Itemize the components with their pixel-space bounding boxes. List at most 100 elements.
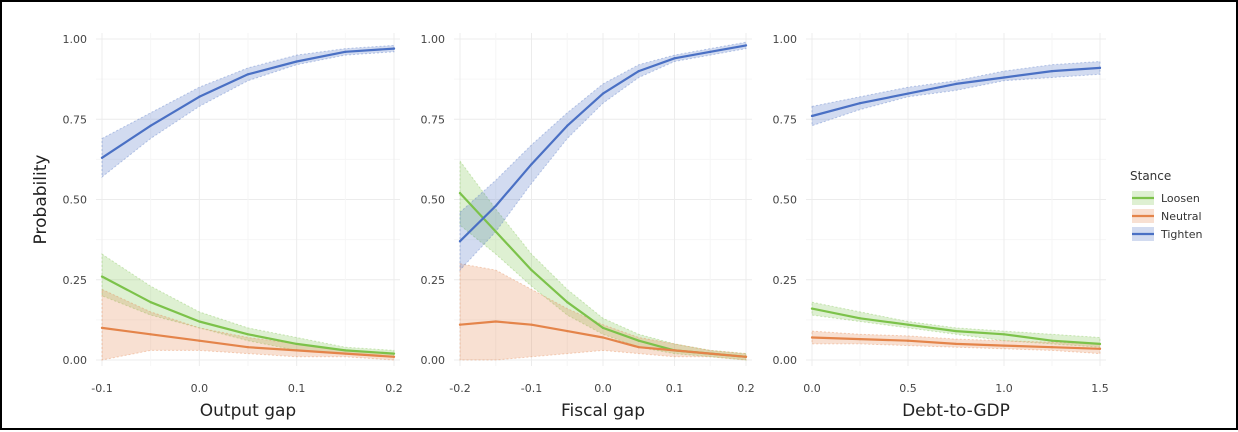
y-tick-label: 0.75 xyxy=(63,113,88,126)
band-neutral xyxy=(459,263,747,361)
data-point-loosen xyxy=(149,301,152,304)
data-point-loosen xyxy=(295,342,298,346)
data-point-tighten xyxy=(149,124,152,127)
panel-1: 0.00 0.25 0.50 0.75 1.00 -0.1 0.0 0.1 0.2 Output … xyxy=(63,33,403,421)
data-point-neutral xyxy=(149,333,152,336)
data-point-neutral xyxy=(198,339,201,342)
data-point-tighten xyxy=(744,44,748,47)
data-point-neutral xyxy=(954,342,958,346)
legend: Stance Loosen Neutral Tighten xyxy=(1130,169,1202,241)
data-point-tighten xyxy=(494,204,497,208)
data-point-tighten xyxy=(1050,70,1054,73)
data-point-loosen xyxy=(458,191,462,195)
data-point-neutral xyxy=(295,349,298,352)
y-tick-label: 0.00 xyxy=(421,354,446,367)
data-point-tighten xyxy=(392,47,396,50)
y-tick-label: 0.50 xyxy=(421,194,446,207)
data-point-loosen xyxy=(198,320,201,323)
data-point-tighten xyxy=(1002,76,1006,79)
panel-2: 0.00 0.25 0.50 0.75 1.00 -0.2 -0.1 0.0 0.1 0.2 Fis… xyxy=(421,33,755,421)
data-point-tighten xyxy=(858,102,862,105)
data-point-tighten xyxy=(954,82,958,86)
data-point-neutral xyxy=(1002,344,1006,347)
y-tick-label: 0.25 xyxy=(421,274,446,287)
x-tick-label: 0.5 xyxy=(899,382,917,395)
x-axis-label: Output gap xyxy=(200,401,296,421)
data-point-neutral xyxy=(530,323,533,326)
y-tick-label: 1.00 xyxy=(63,33,88,46)
band-loosen xyxy=(459,159,747,361)
data-point-loosen xyxy=(601,326,605,329)
data-point-neutral xyxy=(601,336,605,339)
data-point-neutral xyxy=(1050,346,1054,349)
data-point-loosen xyxy=(1050,339,1054,342)
data-point-loosen xyxy=(906,323,910,326)
y-axis-label: Probability xyxy=(31,155,51,245)
y-tick-label: 0.75 xyxy=(773,113,798,126)
data-point-loosen xyxy=(1002,333,1006,336)
data-point-neutral xyxy=(744,355,748,358)
data-point-loosen xyxy=(100,275,104,278)
y-tick-label: 0.50 xyxy=(63,194,88,207)
data-point-neutral xyxy=(906,339,910,342)
data-point-loosen xyxy=(858,317,862,320)
legend-label-tighten: Tighten xyxy=(1160,228,1202,241)
data-point-tighten xyxy=(295,60,298,63)
legend-label-neutral: Neutral xyxy=(1161,210,1202,223)
data-point-loosen xyxy=(566,301,569,304)
data-point-loosen xyxy=(637,339,640,342)
y-tick-label: 1.00 xyxy=(773,33,798,46)
band-tighten xyxy=(459,41,747,272)
data-point-neutral xyxy=(100,326,104,329)
legend-label-loosen: Loosen xyxy=(1161,192,1200,205)
band-tighten xyxy=(101,44,395,179)
data-point-tighten xyxy=(530,163,533,166)
band-loosen xyxy=(811,301,1101,348)
panel-3: 0.00 0.25 0.50 0.75 1.00 0.0 0.5 1.0 1.5 Debt-to-… xyxy=(773,33,1109,421)
x-tick-label: 0.1 xyxy=(288,382,306,395)
data-point-loosen xyxy=(954,330,958,333)
data-point-tighten xyxy=(246,73,250,76)
data-point-loosen xyxy=(530,269,533,272)
data-point-neutral xyxy=(494,320,497,323)
x-axis-label: Debt-to-GDP xyxy=(902,401,1010,421)
x-tick-label: 1.5 xyxy=(1091,382,1109,395)
data-point-neutral xyxy=(673,349,676,352)
y-tick-label: 1.00 xyxy=(421,33,446,46)
x-tick-label: 0.1 xyxy=(666,382,684,395)
data-point-tighten xyxy=(458,240,462,243)
y-tick-label: 0.75 xyxy=(421,113,446,126)
data-point-neutral xyxy=(392,355,396,358)
data-point-neutral xyxy=(858,338,862,341)
data-point-neutral xyxy=(344,352,347,355)
data-point-tighten xyxy=(637,70,640,73)
y-tick-label: 0.25 xyxy=(773,274,798,287)
data-point-tighten xyxy=(198,95,201,98)
y-tick-label: 0.50 xyxy=(773,194,798,207)
data-point-neutral xyxy=(1098,347,1102,350)
data-point-tighten xyxy=(1098,66,1102,69)
x-tick-label: -0.1 xyxy=(521,382,542,395)
data-point-neutral xyxy=(637,346,640,349)
y-tick-label: 0.00 xyxy=(63,354,88,367)
band-neutral xyxy=(101,288,395,361)
data-point-neutral xyxy=(709,352,712,355)
data-point-tighten xyxy=(601,92,605,95)
data-point-loosen xyxy=(494,230,497,233)
data-point-loosen xyxy=(810,307,814,310)
data-point-loosen xyxy=(344,349,347,352)
data-point-tighten xyxy=(906,92,910,95)
data-point-tighten xyxy=(673,57,676,60)
data-point-tighten xyxy=(566,124,569,127)
data-point-tighten xyxy=(810,114,814,118)
data-point-neutral xyxy=(810,336,814,339)
data-point-tighten xyxy=(344,50,347,53)
y-tick-label: 0.00 xyxy=(773,354,798,367)
data-point-neutral xyxy=(246,346,250,349)
x-tick-label: -0.2 xyxy=(449,382,470,395)
x-tick-label: 0.0 xyxy=(594,382,612,395)
data-point-neutral xyxy=(458,323,462,326)
x-tick-label: 1.0 xyxy=(995,382,1013,395)
